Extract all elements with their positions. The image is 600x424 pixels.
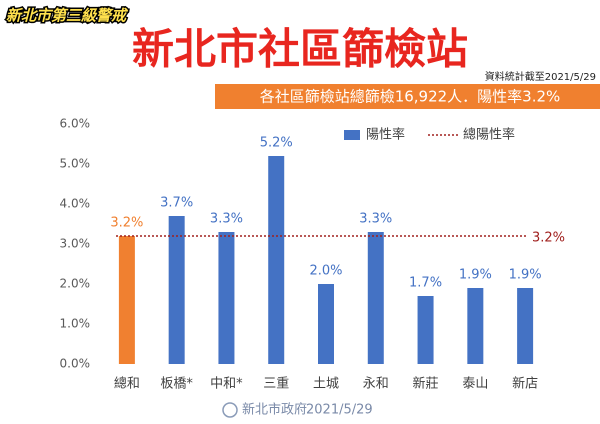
value-label: 1.9% xyxy=(459,268,492,283)
bar xyxy=(467,288,484,364)
chart-subtitle: 各社區篩檢站總篩檢16,922人．陽性率3.2% xyxy=(260,88,561,106)
y-tick-label: 4.0% xyxy=(60,197,91,211)
y-tick-label: 5.0% xyxy=(60,157,91,171)
x-tick-label: 新莊 xyxy=(413,376,439,392)
value-label: 3.7% xyxy=(160,196,193,211)
x-tick-label: 總和 xyxy=(114,376,140,392)
value-label: 3.3% xyxy=(359,212,392,227)
bar xyxy=(318,284,334,364)
legend-swatch xyxy=(344,130,360,140)
y-tick-label: 1.0% xyxy=(60,317,91,331)
legend-label: 總陽性率 xyxy=(463,127,515,143)
bar xyxy=(118,236,135,364)
x-tick-label: 三重 xyxy=(263,376,289,392)
bar xyxy=(268,156,285,364)
footer-date: 2021/5/29 xyxy=(306,403,373,418)
y-tick-label: 2.0% xyxy=(60,277,91,291)
chart-title: 新北市社區篩檢站 xyxy=(132,25,468,74)
bar xyxy=(168,216,185,364)
value-label: 3.3% xyxy=(210,212,243,227)
x-tick-label: 板橋* xyxy=(160,377,193,392)
logo xyxy=(222,402,238,418)
value-label: 1.7% xyxy=(409,276,442,291)
value-label: 5.2% xyxy=(260,136,293,151)
value-label: 2.0% xyxy=(309,264,342,279)
y-tick-label: 0.0% xyxy=(60,357,91,371)
subtitle-banner xyxy=(215,84,600,109)
x-tick-label: 土城 xyxy=(313,377,339,392)
x-tick-label: 新店 xyxy=(512,376,538,392)
badge: 新北市第三級警戒 xyxy=(6,7,129,25)
bar xyxy=(417,296,434,364)
value-label: 1.9% xyxy=(509,268,542,283)
bar xyxy=(218,232,235,364)
y-tick-label: 3.0% xyxy=(60,237,91,251)
footer-org: 新北市政府 xyxy=(242,402,307,418)
x-tick-label: 中和* xyxy=(210,377,243,392)
x-tick-label: 泰山 xyxy=(462,377,488,392)
y-tick-label: 6.0% xyxy=(60,117,91,131)
value-label: 3.2% xyxy=(110,216,143,231)
legend-label: 陽性率 xyxy=(366,127,405,143)
note: 資料統計截至2021/5/29 xyxy=(485,70,596,83)
x-tick-label: 永和 xyxy=(363,377,389,392)
bar xyxy=(517,288,534,364)
bar xyxy=(367,232,384,364)
footer: 新北市政府 2021/5/29 xyxy=(222,402,373,418)
reference-label: 3.2% xyxy=(532,231,565,246)
